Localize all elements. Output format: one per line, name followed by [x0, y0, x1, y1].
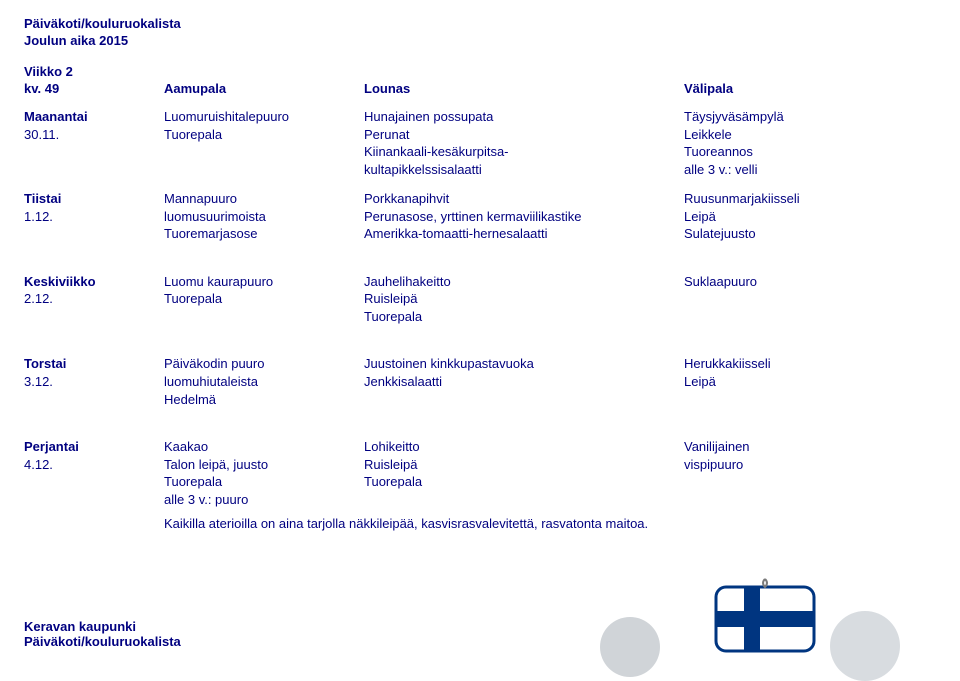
valipala-item: Suklaapuuro — [684, 273, 884, 291]
aamupala-item: alle 3 v.: puuro — [164, 491, 364, 509]
footer-note: Kaikilla aterioilla on aina tarjolla näk… — [164, 516, 936, 531]
aamupala-item: Tuorepala — [164, 126, 364, 144]
day-name: Perjantai — [24, 438, 164, 456]
day-row: Torstai 3.12. Päiväkodin puuro luomuhiut… — [24, 355, 936, 408]
valipala-item: vispipuuro — [684, 456, 884, 474]
day-row: Keskiviikko 2.12. Luomu kaurapuuro Tuore… — [24, 273, 936, 326]
day-date: 3.12. — [24, 373, 164, 391]
lounas-item: kultapikkelssisalaatti — [364, 161, 684, 179]
col-lounas: Lounas — [364, 81, 684, 96]
day-row: Tiistai 1.12. Mannapuuro luomusuurimoist… — [24, 190, 936, 243]
decorative-ornaments — [600, 579, 900, 659]
valipala-item: Leikkele — [684, 126, 884, 144]
aamupala-item: Tuorepala — [164, 473, 364, 491]
aamupala-item: luomusuurimoista — [164, 208, 364, 226]
lounas-item: Tuorepala — [364, 308, 684, 326]
ornament-ball-icon — [600, 617, 660, 677]
valipala-item: Leipä — [684, 373, 884, 391]
day-date: 4.12. — [24, 456, 164, 474]
lounas-item: Kiinankaali-kesäkurpitsa- — [364, 143, 684, 161]
day-date: 1.12. — [24, 208, 164, 226]
lounas-item: Perunat — [364, 126, 684, 144]
aamupala-item: Talon leipä, juusto — [164, 456, 364, 474]
lounas-item: Jenkkisalaatti — [364, 373, 684, 391]
footer: Keravan kaupunki Päiväkoti/kouluruokalis… — [24, 619, 181, 649]
valipala-item: Leipä — [684, 208, 884, 226]
day-name: Maanantai — [24, 108, 164, 126]
valipala-item: Tuoreannos — [684, 143, 884, 161]
lounas-item: Juustoinen kinkkupastavuoka — [364, 355, 684, 373]
lounas-item: Hunajainen possupata — [364, 108, 684, 126]
aamupala-item: Luomuruishitalepuuro — [164, 108, 364, 126]
aamupala-item: Päiväkodin puuro — [164, 355, 364, 373]
day-date: 30.11. — [24, 126, 164, 144]
day-row: Maanantai 30.11. Luomuruishitalepuuro Tu… — [24, 108, 936, 178]
header-line2: Joulun aika 2015 — [24, 33, 936, 48]
valipala-item: Vanilijainen — [684, 438, 884, 456]
kv-label: kv. 49 — [24, 81, 164, 96]
week-label: Viikko 2 — [24, 64, 936, 79]
day-row: Perjantai 4.12. Kaakao Talon leipä, juus… — [24, 438, 936, 508]
lounas-item: Lohikeitto — [364, 438, 684, 456]
ornament-ball-icon — [830, 611, 900, 681]
finland-flag-icon — [710, 575, 820, 663]
lounas-item: Perunasose, yrttinen kermaviilikastike — [364, 208, 684, 226]
day-name: Tiistai — [24, 190, 164, 208]
valipala-item: Ruusunmarjakiisseli — [684, 190, 884, 208]
col-aamupala: Aamupala — [164, 81, 364, 96]
footer-line1: Keravan kaupunki — [24, 619, 181, 634]
aamupala-item: Luomu kaurapuuro — [164, 273, 364, 291]
valipala-item: Herukkakiisseli — [684, 355, 884, 373]
footer-line2: Päiväkoti/kouluruokalista — [24, 634, 181, 649]
aamupala-item: Tuorepala — [164, 290, 364, 308]
lounas-item: Ruisleipä — [364, 290, 684, 308]
day-date: 2.12. — [24, 290, 164, 308]
day-name: Torstai — [24, 355, 164, 373]
valipala-item: alle 3 v.: velli — [684, 161, 884, 179]
lounas-item: Tuorepala — [364, 473, 684, 491]
aamupala-item: luomuhiutaleista — [164, 373, 364, 391]
lounas-item: Ruisleipä — [364, 456, 684, 474]
day-name: Keskiviikko — [24, 273, 164, 291]
header-line1: Päiväkoti/kouluruokalista — [24, 16, 936, 31]
aamupala-item: Tuoremarjasose — [164, 225, 364, 243]
lounas-item: Porkkanapihvit — [364, 190, 684, 208]
lounas-item: Jauhelihakeitto — [364, 273, 684, 291]
aamupala-item: Hedelmä — [164, 391, 364, 409]
lounas-item: Amerikka-tomaatti-hernesalaatti — [364, 225, 684, 243]
column-header-row: kv. 49 Aamupala Lounas Välipala — [24, 81, 936, 96]
col-valipala: Välipala — [684, 81, 884, 96]
valipala-item: Sulatejuusto — [684, 225, 884, 243]
valipala-item: Täysjyväsämpylä — [684, 108, 884, 126]
aamupala-item: Mannapuuro — [164, 190, 364, 208]
aamupala-item: Kaakao — [164, 438, 364, 456]
